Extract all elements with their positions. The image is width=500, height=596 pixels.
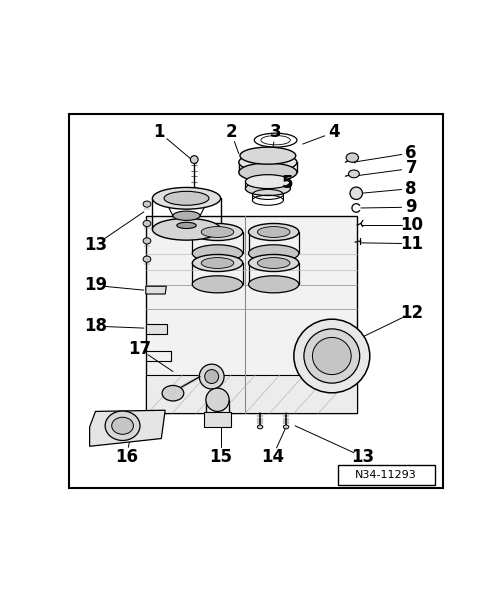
Polygon shape (146, 286, 167, 294)
Polygon shape (90, 410, 165, 446)
Polygon shape (146, 375, 357, 414)
Ellipse shape (143, 256, 151, 262)
Text: 9: 9 (406, 198, 417, 216)
Text: 1: 1 (154, 123, 165, 141)
Text: 14: 14 (261, 448, 284, 465)
Text: 13: 13 (351, 448, 374, 465)
Ellipse shape (112, 417, 134, 434)
Ellipse shape (143, 221, 151, 226)
Ellipse shape (248, 276, 299, 293)
Text: 17: 17 (128, 340, 152, 358)
Ellipse shape (162, 386, 184, 401)
Ellipse shape (312, 337, 351, 375)
Text: 16: 16 (115, 448, 138, 465)
Text: 8: 8 (406, 179, 417, 198)
Ellipse shape (192, 254, 242, 272)
Ellipse shape (248, 224, 299, 241)
Ellipse shape (348, 170, 360, 178)
Ellipse shape (105, 411, 140, 440)
Ellipse shape (240, 147, 296, 164)
Text: 10: 10 (400, 216, 423, 234)
Ellipse shape (258, 226, 290, 237)
Ellipse shape (239, 153, 297, 172)
Text: 13: 13 (84, 236, 107, 254)
Text: 5: 5 (282, 174, 293, 192)
Ellipse shape (201, 226, 234, 237)
Text: 11: 11 (400, 235, 423, 253)
Text: N34-11293: N34-11293 (355, 470, 417, 480)
Ellipse shape (258, 257, 290, 268)
Ellipse shape (258, 425, 263, 429)
Ellipse shape (192, 245, 242, 262)
Text: 15: 15 (209, 448, 232, 465)
Text: 3: 3 (270, 123, 281, 141)
Ellipse shape (204, 370, 218, 383)
Ellipse shape (164, 191, 209, 205)
Ellipse shape (284, 425, 289, 429)
Ellipse shape (152, 188, 220, 209)
Bar (338, 465, 434, 485)
Ellipse shape (246, 182, 290, 195)
Bar (204, 412, 231, 427)
Polygon shape (146, 324, 167, 334)
Text: 19: 19 (84, 277, 107, 294)
Text: 12: 12 (400, 305, 423, 322)
Ellipse shape (239, 163, 297, 182)
Ellipse shape (248, 254, 299, 272)
Ellipse shape (294, 319, 370, 393)
Ellipse shape (143, 201, 151, 207)
Ellipse shape (200, 364, 224, 389)
Ellipse shape (304, 329, 360, 383)
Ellipse shape (248, 245, 299, 262)
Text: 2: 2 (225, 123, 237, 141)
Ellipse shape (346, 153, 358, 162)
Text: 18: 18 (84, 317, 107, 335)
Polygon shape (146, 216, 357, 414)
Ellipse shape (192, 224, 242, 241)
Text: 4: 4 (328, 123, 340, 141)
Text: 6: 6 (406, 144, 417, 162)
Ellipse shape (201, 257, 234, 268)
Ellipse shape (190, 156, 198, 163)
Ellipse shape (143, 238, 151, 244)
Ellipse shape (206, 388, 229, 411)
Ellipse shape (177, 222, 196, 228)
Text: 7: 7 (406, 160, 417, 178)
Ellipse shape (350, 187, 362, 200)
Ellipse shape (246, 175, 290, 188)
Ellipse shape (192, 276, 242, 293)
Ellipse shape (152, 219, 220, 240)
Ellipse shape (173, 211, 200, 221)
